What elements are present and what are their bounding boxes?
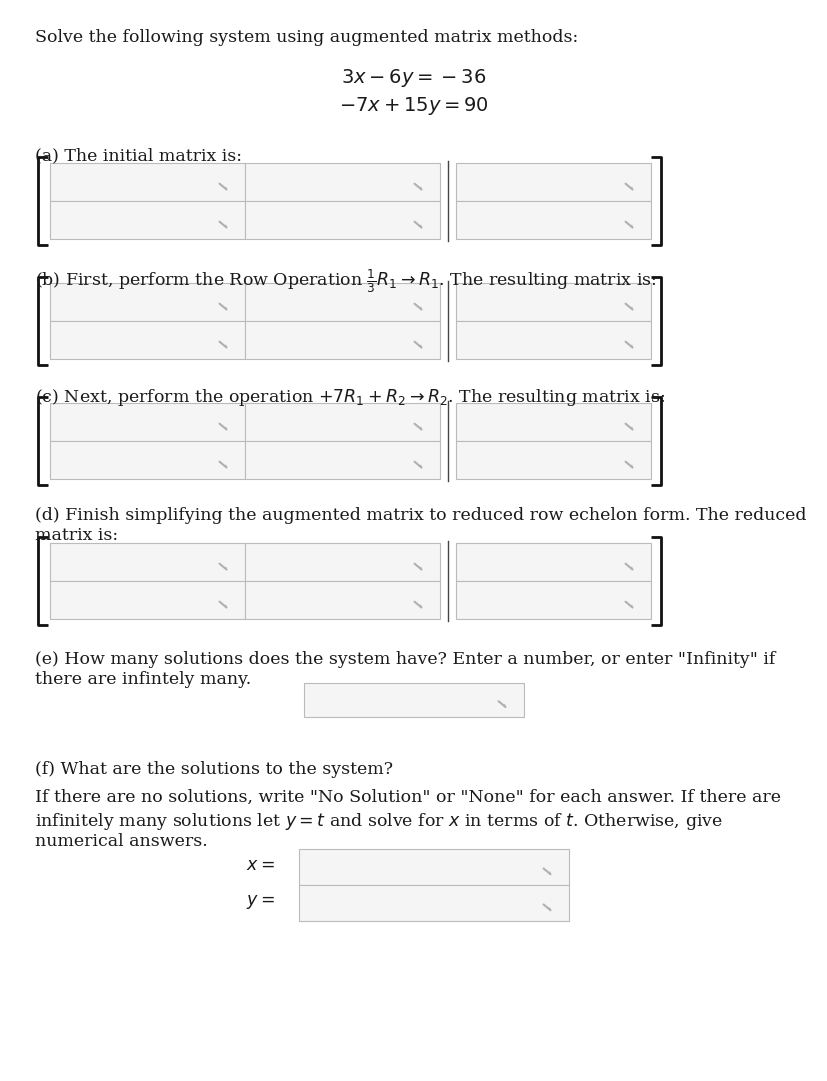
Bar [456, 543, 650, 580]
Bar [245, 163, 439, 201]
Bar [456, 403, 650, 441]
Text: infinitely many solutions let $y = t$ and solve for $x$ in terms of $t$. Otherwi: infinitely many solutions let $y = t$ an… [35, 811, 722, 832]
Text: (d) Finish simplifying the augmented matrix to reduced row echelon form. The red: (d) Finish simplifying the augmented mat… [35, 507, 805, 524]
Bar [50, 403, 245, 441]
Text: matrix is:: matrix is: [35, 528, 118, 544]
Bar [245, 283, 439, 321]
Bar [50, 580, 245, 619]
Bar [245, 580, 439, 619]
Bar [50, 441, 245, 479]
Bar [456, 580, 650, 619]
Text: (a) The initial matrix is:: (a) The initial matrix is: [35, 147, 241, 164]
Bar [245, 201, 439, 239]
Bar [456, 321, 650, 359]
Bar [304, 683, 523, 717]
Text: $x =$: $x =$ [246, 857, 275, 875]
Bar [456, 283, 650, 321]
Bar [245, 403, 439, 441]
Text: $y =$: $y =$ [246, 893, 275, 911]
Text: numerical answers.: numerical answers. [35, 833, 208, 850]
Bar [50, 283, 245, 321]
Text: (e) How many solutions does the system have? Enter a number, or enter "Infinity": (e) How many solutions does the system h… [35, 651, 774, 668]
Text: $-7x + 15y = 90$: $-7x + 15y = 90$ [338, 95, 489, 117]
Bar [299, 849, 568, 885]
Text: If there are no solutions, write "No Solution" or "None" for each answer. If the: If there are no solutions, write "No Sol… [35, 789, 780, 806]
Bar [456, 441, 650, 479]
Bar [456, 201, 650, 239]
Bar [456, 163, 650, 201]
Text: $3x - 6y = -36$: $3x - 6y = -36$ [341, 67, 486, 89]
Text: (f) What are the solutions to the system?: (f) What are the solutions to the system… [35, 761, 393, 778]
Bar [245, 321, 439, 359]
Bar [299, 885, 568, 921]
Bar [245, 441, 439, 479]
Text: Solve the following system using augmented matrix methods:: Solve the following system using augment… [35, 29, 577, 46]
Bar [50, 163, 245, 201]
Text: there are infintely many.: there are infintely many. [35, 671, 251, 688]
Text: (c) Next, perform the operation $+7R_1 + R_2 \rightarrow R_2$. The resulting mat: (c) Next, perform the operation $+7R_1 +… [35, 387, 664, 408]
Text: (b) First, perform the Row Operation $\frac{1}{3}R_1 \rightarrow R_1$. The resul: (b) First, perform the Row Operation $\f… [35, 267, 656, 295]
Bar [50, 543, 245, 580]
Bar [245, 543, 439, 580]
Bar [50, 201, 245, 239]
Bar [50, 321, 245, 359]
